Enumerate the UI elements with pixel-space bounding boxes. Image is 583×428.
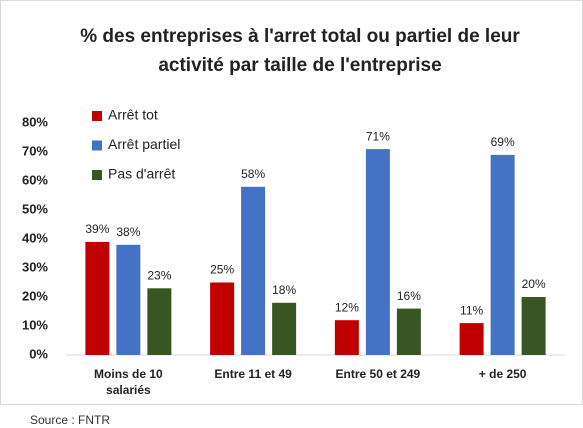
x-tick-label: Moins de 10 salariés xyxy=(94,367,163,397)
legend-label: Arrêt tot xyxy=(108,107,158,123)
bar xyxy=(147,288,172,355)
bar xyxy=(272,302,297,355)
bar xyxy=(241,186,266,355)
bar xyxy=(210,282,235,355)
data-label: 11% xyxy=(460,303,483,317)
legend-swatch xyxy=(92,170,102,180)
bar xyxy=(85,241,110,355)
data-label: 58% xyxy=(241,167,265,181)
legend-swatch xyxy=(92,111,102,121)
y-tick-label: 10% xyxy=(22,317,48,332)
data-label: 16% xyxy=(397,289,421,303)
data-label: 12% xyxy=(335,300,359,314)
data-label: 23% xyxy=(147,268,171,282)
bar xyxy=(459,323,484,355)
x-tick-label: Entre 11 et 49 xyxy=(214,367,292,381)
y-tick-label: 70% xyxy=(22,143,48,158)
data-label: 18% xyxy=(272,283,296,297)
bar xyxy=(521,297,546,355)
source-note: Source : FNTR xyxy=(30,413,111,427)
legend-swatch xyxy=(92,140,102,151)
bar xyxy=(116,244,141,355)
y-tick-label: 30% xyxy=(22,259,48,274)
y-tick-label: 80% xyxy=(22,114,48,129)
data-label: 38% xyxy=(116,225,140,239)
data-label: 20% xyxy=(522,277,546,291)
bar xyxy=(396,308,421,355)
legend-label: Pas d'arrêt xyxy=(108,166,175,182)
bar xyxy=(334,320,359,355)
legend-label: Arrêt partiel xyxy=(108,136,180,152)
y-tick-label: 0% xyxy=(29,346,48,361)
bar xyxy=(365,149,390,355)
data-label: 71% xyxy=(366,129,390,143)
data-label: 25% xyxy=(210,263,234,277)
y-tick-label: 50% xyxy=(22,201,48,216)
data-label: 39% xyxy=(85,222,109,236)
chart-title: % des entreprises à l'arret total ou par… xyxy=(80,26,520,76)
x-tick-label: Entre 50 et 249 xyxy=(335,367,421,381)
y-tick-label: 60% xyxy=(22,172,48,187)
bar xyxy=(490,154,515,355)
x-tick-label: + de 250 xyxy=(478,367,527,381)
data-label: 69% xyxy=(491,135,515,149)
y-tick-label: 20% xyxy=(22,288,48,303)
y-tick-label: 40% xyxy=(22,230,48,245)
